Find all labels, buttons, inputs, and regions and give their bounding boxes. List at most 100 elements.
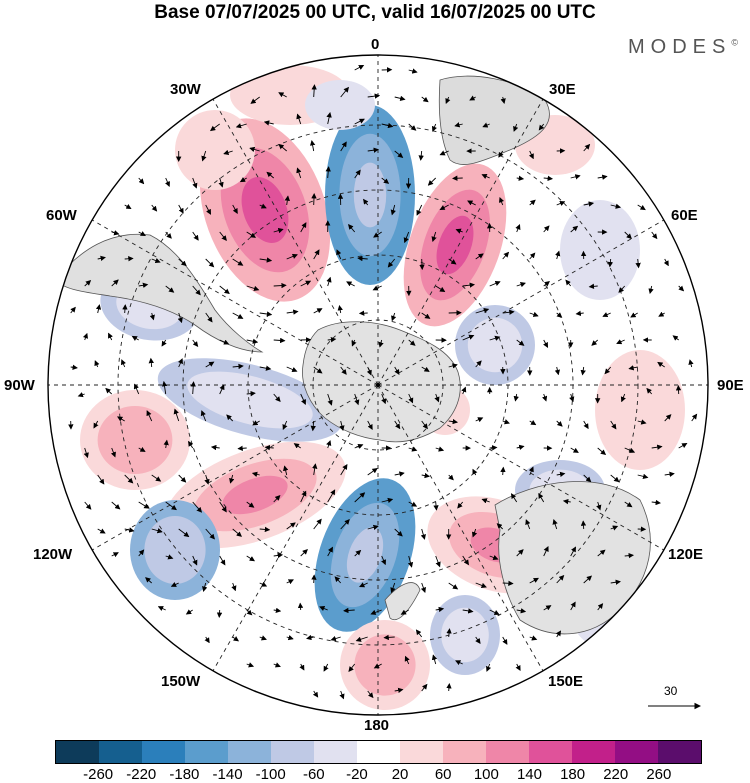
wind-vector [367,468,378,476]
wind-vector [390,204,396,216]
colorbar-tick-label: 100 [473,766,499,783]
wind-vector [481,498,490,504]
wind-vector [637,419,647,425]
wind-vector [583,575,593,584]
wind-vector [651,444,663,450]
wind-vector [597,174,608,180]
meridian-line [377,219,665,386]
wind-vector [249,146,260,153]
wind-vector [354,169,361,179]
wind-vector [664,471,675,477]
wind-vector [691,413,698,422]
wind-vector [475,360,482,368]
wind-vector [461,386,467,395]
wind-vector [327,546,333,557]
wind-vector [462,282,476,288]
wind-vector [651,231,658,240]
wind-vector [462,555,469,566]
wind-vector [138,177,145,185]
australia [494,481,651,635]
wind-vector [340,519,350,530]
wind-vector [562,498,571,505]
wind-vector [583,474,592,483]
wind-vector [146,410,153,422]
wind-vector [516,339,525,346]
wind-vector [448,582,459,590]
anomaly-contour [175,110,255,190]
wind-vector [529,419,537,426]
wind-vector [381,497,394,504]
wind-vector [259,311,273,317]
wind-vector [192,177,198,189]
wind-vector [597,549,606,557]
wind-vector [235,123,247,129]
wind-vector [355,636,368,642]
wind-vector [448,258,457,265]
wind-vector [108,332,113,341]
wind-vector [124,256,134,262]
wind-vector [359,582,368,588]
anomaly-contour [354,634,416,696]
wind-vector [431,231,437,243]
wind-vector [516,444,525,451]
wind-vector [565,279,572,287]
colorbar-swatch [529,741,572,763]
wind-vector [407,555,414,568]
wind-vector [264,444,274,451]
wind-vector [448,418,459,425]
wind-vector [475,417,484,423]
wind-vector [282,420,288,431]
wind-vector [70,364,78,370]
wind-vector [340,141,347,152]
colorbar-swatch [443,741,486,763]
wind-vector [219,384,225,395]
wind-vector [462,334,475,341]
wind-vector [502,309,515,315]
wind-vector [138,282,149,288]
anomaly-contour [436,215,474,275]
wind-vector [381,555,387,566]
wind-vector [556,471,566,478]
wind-vector [273,607,282,614]
wind-vector [246,231,257,238]
wind-vector [489,609,500,615]
wind-vector [542,393,548,402]
wind-vector [148,357,154,368]
colorbar-tick-label: -220 [126,766,157,783]
wind-vector [515,224,521,233]
wind-vector [556,200,566,206]
wind-vector [394,366,400,375]
wind-vector [266,171,274,179]
wind-vector [354,492,366,503]
wind-vector [151,258,161,264]
wind-vector [178,528,190,538]
wind-vector [482,122,490,128]
wind-vector [372,285,382,291]
wind-vector [435,285,446,293]
wind-vector [300,222,307,233]
wind-vector [597,603,604,611]
wind-vector [543,605,552,611]
wind-vector [672,335,679,341]
wind-vector [555,250,561,260]
wind-vector [624,501,633,508]
wind-vector [688,359,694,368]
wind-vector [637,473,649,480]
wind-vector [472,468,478,476]
wind-vector [420,528,426,540]
wind-vector [618,285,626,293]
wind-vector [312,463,318,476]
wind-vector [555,630,562,638]
wind-vector [367,93,381,99]
wind-vector [151,474,162,482]
wind-vector [259,635,267,641]
wind-vector [446,628,452,638]
colorbar-swatch [658,741,701,763]
wind-vector [77,392,85,398]
wind-vector [306,634,314,641]
wind-vector [178,204,184,214]
wind-vector [419,258,425,271]
wind-vector [529,199,536,206]
wind-vector [513,393,519,402]
wind-vector [246,555,256,562]
